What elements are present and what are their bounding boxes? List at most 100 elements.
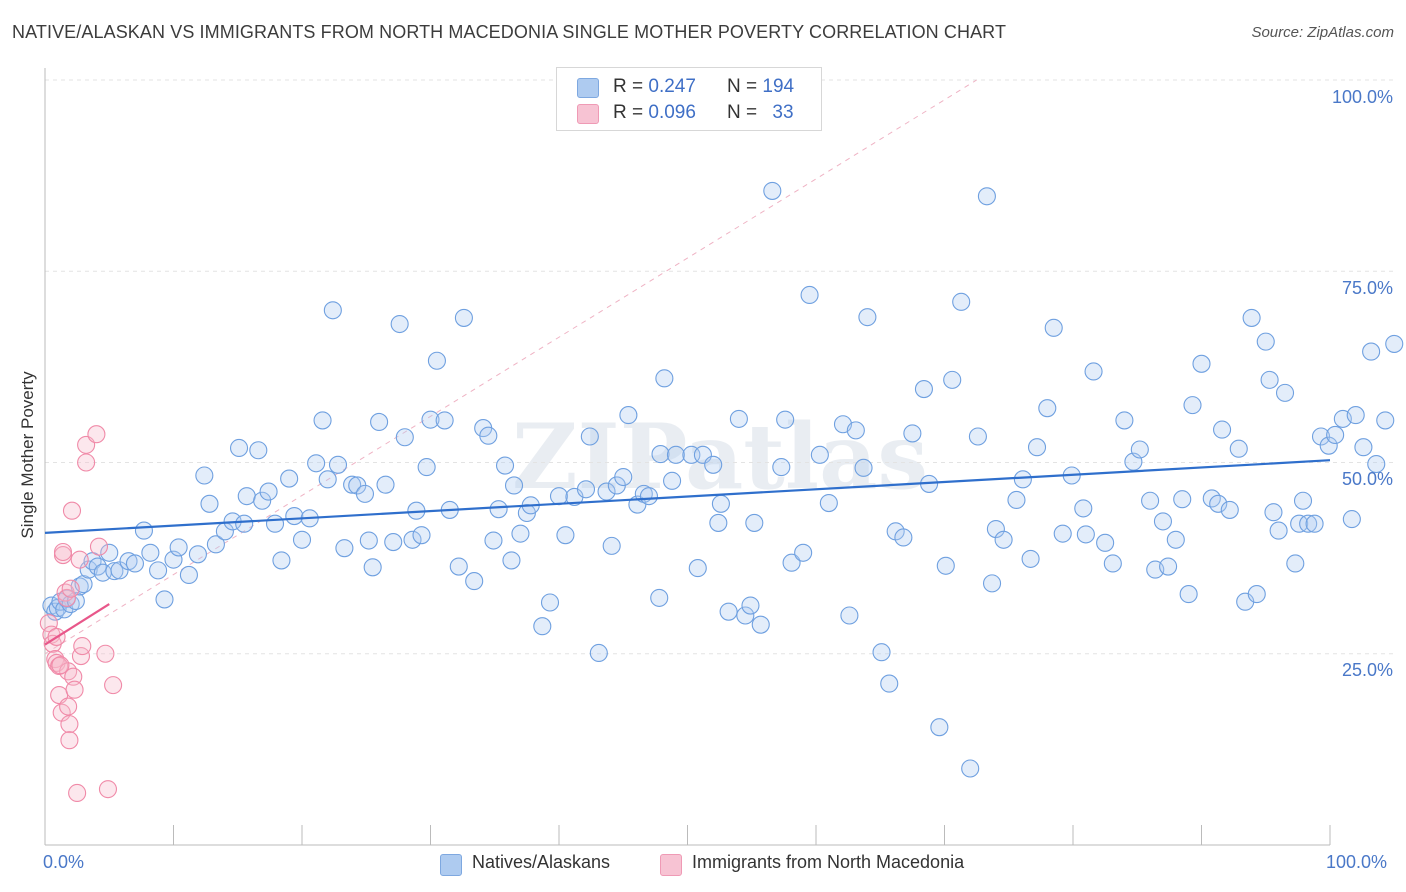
data-point-natives xyxy=(359,531,378,550)
data-point-natives xyxy=(134,521,153,540)
data-point-natives xyxy=(390,314,409,334)
data-point-natives xyxy=(511,524,530,543)
data-point-natives xyxy=(1362,342,1381,361)
chart-title: NATIVE/ALASKAN VS IMMIGRANTS FROM NORTH … xyxy=(12,22,1007,42)
data-point-natives xyxy=(1213,420,1232,439)
data-point-natives xyxy=(540,593,560,612)
data-point-natives xyxy=(719,602,738,621)
x-tick-label-0: 0.0% xyxy=(43,852,85,872)
data-point-natives xyxy=(370,412,389,432)
data-point-natives xyxy=(776,410,795,429)
data-point-natives xyxy=(655,369,674,388)
data-point-natives xyxy=(1229,439,1248,458)
data-point-macedonia xyxy=(64,667,83,686)
data-point-natives xyxy=(1326,425,1345,445)
data-point-natives xyxy=(449,557,468,576)
data-point-natives xyxy=(504,476,524,495)
data-point-natives xyxy=(313,411,332,430)
y-tick-label-75: 75.0% xyxy=(1341,278,1393,298)
data-point-natives xyxy=(1305,514,1324,533)
data-point-natives xyxy=(229,438,249,458)
data-point-natives xyxy=(1074,499,1093,518)
data-point-natives xyxy=(417,458,436,477)
data-point-natives xyxy=(1311,427,1331,446)
data-point-natives xyxy=(465,572,484,591)
data-point-macedonia xyxy=(65,680,84,699)
data-point-natives xyxy=(169,538,188,557)
data-point-natives xyxy=(435,411,454,430)
data-point-macedonia xyxy=(39,614,58,633)
data-point-natives xyxy=(1084,362,1103,381)
data-point-natives xyxy=(328,455,348,474)
data-point-natives xyxy=(982,574,1002,593)
data-point-natives xyxy=(1220,500,1239,519)
data-point-natives xyxy=(709,513,728,532)
data-point-natives xyxy=(840,606,859,625)
data-point-natives xyxy=(936,556,955,575)
data-point-natives xyxy=(100,543,119,562)
data-point-natives xyxy=(704,455,723,474)
data-point-natives xyxy=(556,526,575,545)
data-point-natives xyxy=(307,454,326,473)
y-tick-label-50: 50.0% xyxy=(1341,469,1393,489)
bottom-legend-label-natives: Natives/Alaskans xyxy=(472,852,611,872)
data-point-natives xyxy=(619,406,638,425)
data-point-natives xyxy=(872,643,891,662)
data-point-natives xyxy=(1053,524,1072,543)
data-point-natives xyxy=(384,533,403,552)
data-point-macedonia xyxy=(70,550,89,569)
data-point-natives xyxy=(1179,585,1198,604)
data-point-natives xyxy=(253,491,272,510)
data-point-natives xyxy=(1293,491,1313,510)
data-point-macedonia xyxy=(60,715,79,734)
data-point-natives xyxy=(502,551,521,570)
data-point-natives xyxy=(259,482,278,501)
data-point-natives xyxy=(1260,370,1279,389)
data-point-natives xyxy=(1286,554,1305,573)
data-point-macedonia xyxy=(53,542,73,562)
legend-swatch-natives xyxy=(577,78,599,98)
data-point-natives xyxy=(206,535,225,554)
data-point-natives xyxy=(454,308,473,327)
data-point-natives xyxy=(1096,533,1115,552)
data-point-macedonia xyxy=(104,676,123,695)
data-point-macedonia xyxy=(61,579,80,598)
source-label: Source: ZipAtlas.com xyxy=(1251,24,1394,41)
data-point-natives xyxy=(1153,512,1172,531)
data-point-natives xyxy=(200,494,219,513)
data-point-macedonia xyxy=(96,644,115,663)
data-point-natives xyxy=(800,285,819,305)
data-point-natives xyxy=(1159,557,1178,576)
data-point-natives xyxy=(650,588,669,607)
legend-n-macedonia: N = 33 xyxy=(727,102,794,123)
data-point-natives xyxy=(711,494,730,513)
data-point-macedonia xyxy=(59,697,78,716)
data-point-natives xyxy=(1264,503,1283,522)
data-point-natives xyxy=(1103,554,1122,573)
data-point-natives xyxy=(1256,332,1275,351)
bottom-legend-swatch-natives xyxy=(440,854,462,876)
data-point-macedonia xyxy=(71,646,91,666)
data-point-natives xyxy=(395,428,414,447)
data-point-natives xyxy=(1209,494,1228,513)
data-point-natives xyxy=(479,426,498,445)
data-point-natives xyxy=(1192,354,1211,373)
data-point-natives xyxy=(782,553,801,572)
data-point-macedonia xyxy=(62,501,82,520)
data-point-natives xyxy=(323,301,342,320)
data-point-natives xyxy=(688,559,707,578)
data-point-macedonia xyxy=(60,731,79,750)
y-tick-label-25: 25.0% xyxy=(1341,660,1393,680)
data-point-natives xyxy=(179,565,198,585)
data-point-natives xyxy=(651,445,670,464)
data-point-natives xyxy=(1385,334,1404,353)
y-tick-label-100: 100.0% xyxy=(1331,87,1393,107)
data-point-natives xyxy=(580,427,599,446)
data-point-natives xyxy=(141,543,160,562)
data-point-natives xyxy=(355,484,375,503)
data-point-natives xyxy=(1242,308,1261,327)
data-point-natives xyxy=(1007,490,1026,510)
data-point-natives xyxy=(343,475,362,494)
data-point-natives xyxy=(745,513,764,532)
data-point-macedonia xyxy=(50,656,69,676)
